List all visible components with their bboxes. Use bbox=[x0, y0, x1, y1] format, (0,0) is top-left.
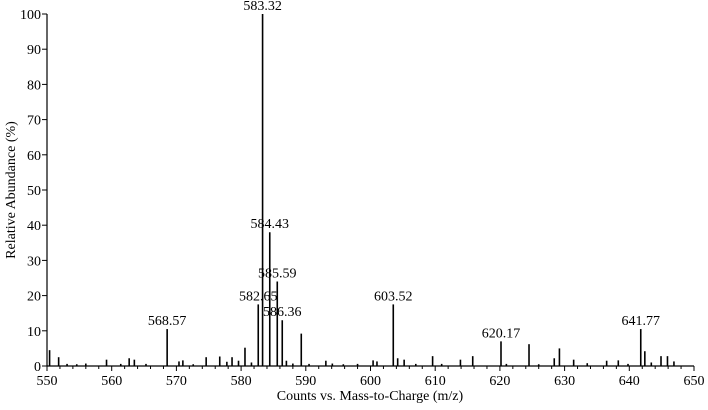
y-tick-label: 40 bbox=[27, 219, 41, 234]
y-tick-label: 50 bbox=[27, 184, 41, 199]
x-tick-label: 580 bbox=[231, 374, 252, 389]
x-tick-label: 630 bbox=[554, 374, 575, 389]
x-tick-label: 640 bbox=[619, 374, 640, 389]
peak-label: 586.36 bbox=[263, 305, 302, 320]
peak-label: 568.57 bbox=[148, 314, 187, 329]
peak-label: 603.52 bbox=[374, 289, 413, 304]
peak-label: 620.17 bbox=[482, 326, 521, 341]
x-tick-label: 600 bbox=[360, 374, 381, 389]
x-tick-label: 590 bbox=[295, 374, 316, 389]
peak-labels: 568.57 582.65 583.32 584.43 585.59 586.36 603.… bbox=[148, 0, 660, 341]
y-tick-label: 100 bbox=[20, 8, 41, 23]
x-axis-title: Counts vs. Mass-to-Charge (m/z) bbox=[277, 389, 464, 404]
peak-label: 583.32 bbox=[243, 0, 282, 14]
x-tick-label: 570 bbox=[166, 374, 187, 389]
y-tick-label: 90 bbox=[27, 43, 41, 58]
peak-label: 584.43 bbox=[251, 217, 290, 232]
x-tick-label: 560 bbox=[101, 374, 122, 389]
y-tick-label: 70 bbox=[27, 114, 41, 129]
peak-label: 582.65 bbox=[239, 289, 278, 304]
y-tick-label: 20 bbox=[27, 290, 41, 305]
x-tick-label: 620 bbox=[489, 374, 510, 389]
peak-label: 585.59 bbox=[258, 267, 297, 282]
y-tick-label: 0 bbox=[34, 360, 41, 375]
y-tick-label: 80 bbox=[27, 78, 41, 93]
y-tick-label: 10 bbox=[27, 325, 41, 340]
x-axis-ticks: 550 560 570 580 590 600 610 620 630 640 650 bbox=[37, 366, 705, 389]
y-axis-ticks: 0 10 20 30 40 50 60 70 80 90 100 bbox=[20, 8, 47, 375]
y-axis-title: Relative Abundance (%) bbox=[4, 121, 19, 259]
spectrum-peaks bbox=[48, 14, 675, 366]
peak-label: 641.77 bbox=[622, 314, 661, 329]
x-tick-label: 650 bbox=[684, 374, 705, 389]
x-tick-label: 550 bbox=[37, 374, 58, 389]
y-tick-label: 60 bbox=[27, 149, 41, 164]
x-tick-label: 610 bbox=[425, 374, 446, 389]
y-tick-label: 30 bbox=[27, 254, 41, 269]
